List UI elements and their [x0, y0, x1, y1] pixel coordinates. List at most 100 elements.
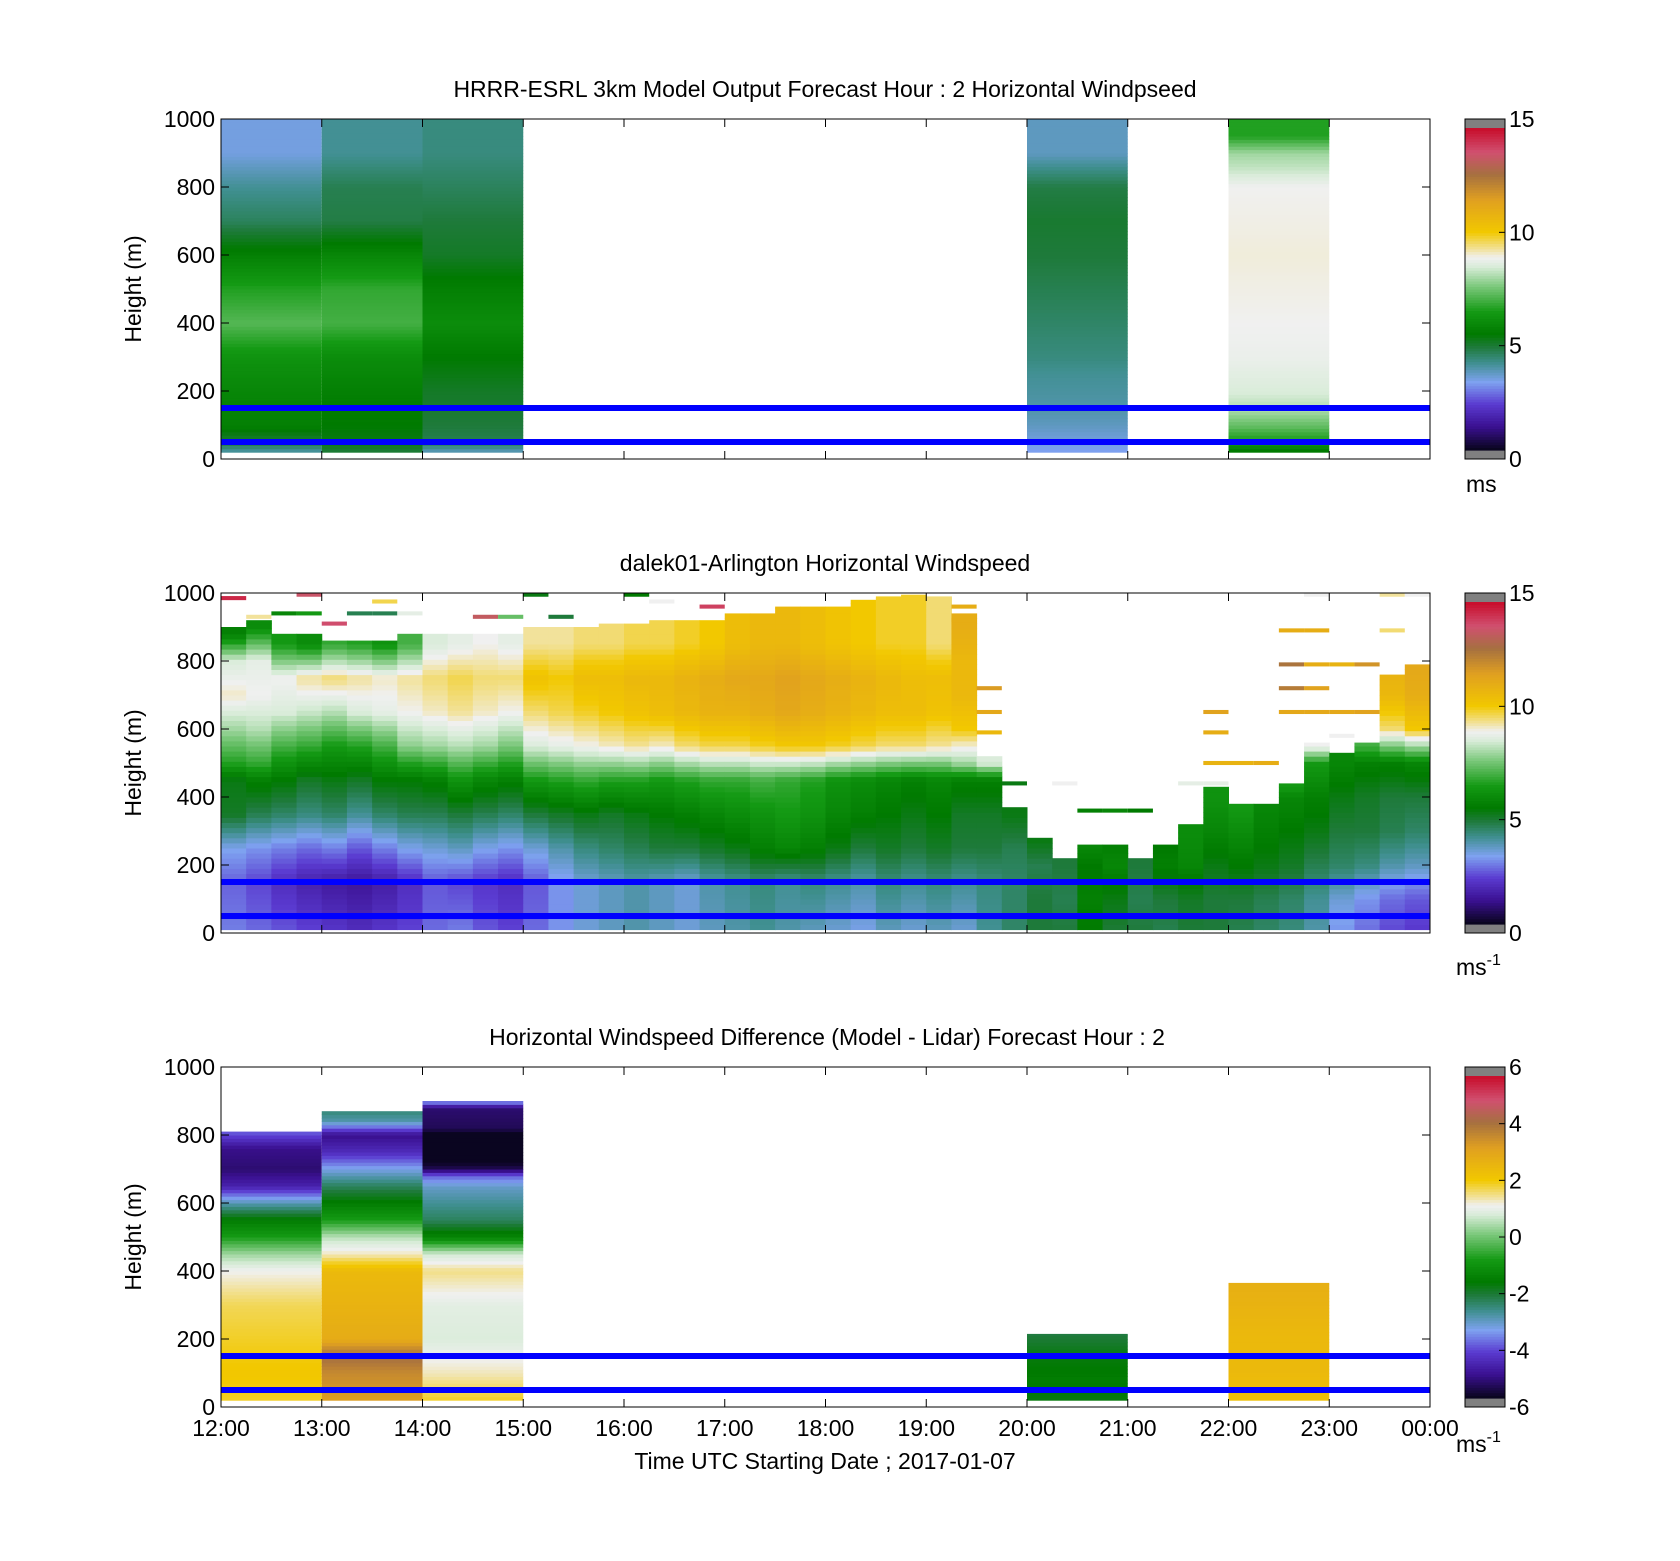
colorbar-segment [1465, 1338, 1505, 1343]
heatmap-cell [447, 715, 474, 721]
heatmap-cell [1228, 1308, 1330, 1313]
heatmap-cell [321, 411, 423, 416]
colorbar-segment [1465, 1194, 1505, 1198]
heatmap-cell [422, 1250, 524, 1255]
heatmap-cell [246, 848, 272, 854]
heatmap-cell [422, 1223, 524, 1228]
heatmap-cell [422, 248, 524, 253]
heatmap-cell [1304, 817, 1330, 823]
heatmap-cell [1102, 909, 1129, 915]
heatmap-cell [548, 837, 575, 844]
heatmap-cell [422, 720, 449, 727]
heatmap-cell [674, 751, 701, 757]
heatmap-cell [699, 817, 726, 823]
heatmap-cell [598, 858, 625, 864]
heatmap-cell [850, 868, 877, 874]
heatmap-cell [321, 919, 348, 925]
colorbar-segment [1465, 1314, 1505, 1319]
heatmap-cell [397, 827, 423, 834]
heatmap-cell [800, 776, 826, 783]
heatmap-cell [472, 837, 499, 844]
heatmap-cell [1027, 350, 1128, 355]
heatmap-cell [321, 1250, 423, 1255]
heatmap-cell [321, 1162, 423, 1167]
heatmap-cell [926, 751, 952, 757]
heatmap-cell [699, 858, 726, 864]
heatmap-cell [447, 649, 474, 655]
heatmap-cell [321, 1247, 423, 1252]
heatmap-cell [1404, 893, 1430, 900]
heatmap-cell [221, 170, 322, 174]
heatmap-cell [598, 853, 625, 859]
heatmap-cell [674, 858, 701, 864]
heatmap-cell [221, 817, 247, 823]
heatmap-cell [221, 1362, 322, 1367]
heatmap-cell [321, 1186, 423, 1190]
heatmap-cell [775, 858, 801, 864]
colorbar-segment [1465, 173, 1505, 177]
heatmap-cell [1203, 863, 1229, 869]
heatmap-cell [271, 638, 298, 645]
colorbar-segment [1465, 1242, 1505, 1246]
heatmap-cell [221, 414, 322, 419]
colorbar-segment [1465, 176, 1505, 180]
heatmap-cell [422, 766, 449, 772]
colorbar-segment [1465, 870, 1505, 874]
heatmap-cell [1404, 822, 1430, 829]
heatmap-cell [724, 654, 751, 660]
heatmap-cell [422, 1186, 524, 1190]
heatmap-cell [850, 649, 877, 655]
heatmap-cell [649, 735, 675, 742]
heatmap-cell [699, 924, 726, 931]
heatmap-cell [422, 848, 449, 854]
heatmap-cell [221, 292, 322, 297]
heatmap-cell [800, 807, 826, 813]
heatmap-cell [221, 326, 322, 331]
heatmap-cell [1228, 146, 1330, 151]
heatmap-cell [397, 919, 423, 925]
heatmap-cell [749, 695, 776, 701]
heatmap-cell [724, 797, 751, 803]
heatmap-cell [1077, 888, 1104, 895]
heatmap-cell [1228, 377, 1330, 382]
heatmap-cell [1278, 883, 1305, 890]
heatmap-cell [749, 689, 776, 696]
heatmap-cell [1228, 265, 1330, 270]
heatmap-cell [321, 125, 423, 130]
heatmap-cell [422, 1131, 524, 1136]
heatmap-cell [1228, 391, 1330, 395]
heatmap-cell [271, 664, 298, 670]
heatmap-cell [321, 1277, 423, 1282]
heatmap-cell [221, 1148, 322, 1153]
colorbar-segment [1465, 1373, 1505, 1378]
heatmap-cell [749, 827, 776, 834]
heatmap-cell [775, 812, 801, 818]
heatmap-cell [447, 822, 474, 829]
heatmap-cell [1404, 863, 1430, 869]
heatmap-cell [1228, 139, 1330, 144]
heatmap-cell [1127, 899, 1154, 905]
heatmap-cell [699, 700, 726, 706]
heatmap-cell [926, 756, 952, 762]
heatmap-cell [321, 159, 423, 164]
heatmap-cell [926, 623, 952, 630]
heatmap-cell [1354, 919, 1381, 925]
heatmap-cell [724, 837, 751, 844]
heatmap-cell [775, 695, 801, 701]
heatmap-cell [321, 136, 423, 140]
heatmap-cell [321, 679, 348, 686]
reference-lines [221, 1353, 1430, 1393]
heatmap-cell [221, 1349, 322, 1354]
colorbar-segment [1465, 730, 1505, 735]
heatmap-cell [724, 649, 751, 655]
heatmap-cell [624, 654, 650, 660]
heatmap-cell [221, 411, 322, 416]
heatmap-cell [1354, 797, 1381, 803]
heatmap-cell [674, 740, 701, 747]
colorbar-segment [1465, 425, 1505, 430]
heatmap-cell [321, 1189, 423, 1194]
heatmap-cell [221, 234, 322, 239]
heatmap-cell [498, 689, 524, 696]
heatmap-cell [422, 893, 449, 900]
heatmap-cell [447, 659, 474, 665]
